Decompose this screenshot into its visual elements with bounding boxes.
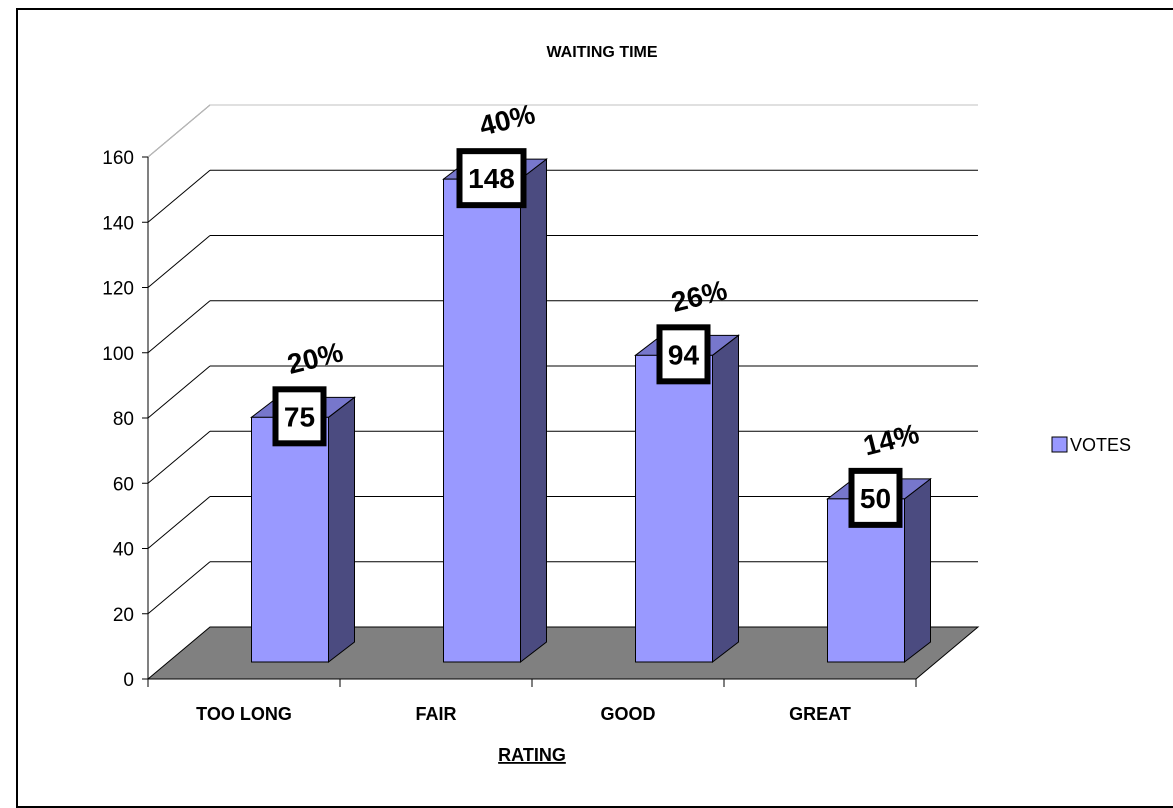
bar-front bbox=[251, 416, 329, 663]
gridline-diagonal bbox=[147, 496, 211, 549]
data-label: 75 bbox=[284, 401, 315, 432]
x-axis-title: RATING bbox=[498, 745, 566, 765]
y-tick-label: 160 bbox=[102, 148, 134, 169]
bar-side bbox=[328, 396, 355, 664]
y-tick-label: 80 bbox=[113, 409, 134, 430]
percent-label: 14% bbox=[860, 418, 922, 462]
gridline-diagonal bbox=[147, 169, 211, 223]
y-tick-label: 0 bbox=[123, 670, 134, 691]
percent-label: 20% bbox=[284, 336, 346, 380]
x-tick-label: TOO LONG bbox=[196, 704, 292, 724]
data-label: 94 bbox=[668, 339, 700, 370]
x-tick-label: FAIR bbox=[415, 704, 456, 724]
bar-great: 50 14% bbox=[826, 418, 932, 664]
gridline-diagonal bbox=[147, 104, 211, 158]
legend: VOTES bbox=[1051, 435, 1131, 455]
data-label: 148 bbox=[468, 163, 515, 194]
data-label-box bbox=[848, 467, 903, 528]
data-label-box bbox=[656, 324, 711, 385]
bar-good: 94 26% bbox=[634, 274, 740, 664]
x-tick-label: GREAT bbox=[789, 704, 851, 724]
gridline-diagonal bbox=[147, 235, 211, 288]
bar-front bbox=[443, 178, 521, 663]
y-tick-label: 20 bbox=[113, 605, 134, 626]
bar-side bbox=[520, 158, 547, 664]
chart-title: WAITING TIME bbox=[546, 44, 657, 61]
data-label-box bbox=[456, 148, 527, 209]
gridline-diagonal bbox=[147, 365, 211, 419]
y-tick-label: 120 bbox=[102, 279, 134, 300]
legend-label: VOTES bbox=[1070, 435, 1131, 455]
gridline-diagonal bbox=[147, 561, 211, 615]
y-tick-label: 140 bbox=[102, 213, 134, 234]
plot-area: 0 20 40 60 80 100 120 140 160 75 20% TOO LONG 14840%… bbox=[102, 98, 980, 724]
bar-side bbox=[904, 477, 931, 664]
y-tick-label: 100 bbox=[102, 344, 134, 365]
percent-label: 26% bbox=[668, 274, 730, 318]
y-tick-label: 40 bbox=[113, 540, 134, 561]
gridline-diagonal bbox=[147, 430, 211, 484]
bar-front bbox=[635, 354, 713, 663]
y-tick-label: 60 bbox=[113, 474, 134, 495]
data-label-box bbox=[272, 386, 327, 447]
legend-swatch bbox=[1051, 436, 1068, 453]
x-tick-label: GOOD bbox=[600, 704, 655, 724]
data-label: 50 bbox=[860, 483, 891, 514]
gridline-diagonal bbox=[147, 300, 211, 354]
bar-side bbox=[712, 334, 739, 664]
bar-too-long: 75 20% bbox=[250, 336, 356, 664]
